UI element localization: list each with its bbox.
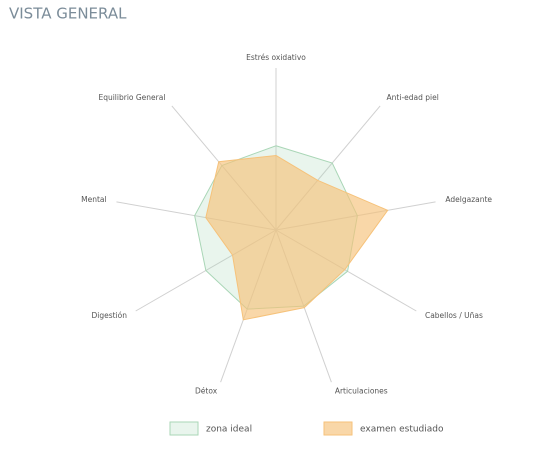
axis-label: Adelgazante [445, 195, 492, 204]
legend-swatch [169, 421, 199, 436]
axis-label: Estrés oxidativo [246, 53, 306, 62]
legend-swatch [323, 421, 353, 436]
axis-label: Equilibrio General [98, 93, 165, 102]
legend-label: examen estudiado [360, 425, 444, 435]
axis-label: Détox [195, 387, 218, 396]
chart-title: VISTA GENERAL [9, 5, 127, 23]
radar-area [205, 154, 389, 321]
legend-label: zona ideal [206, 425, 252, 435]
axis-label: Cabellos / Uñas [425, 311, 483, 320]
axis-label: Articulaciones [335, 387, 388, 396]
axis-label: Anti-edad piel [387, 93, 439, 102]
axis-label: Mental [81, 195, 106, 204]
axis-label: Digestión [92, 311, 128, 320]
